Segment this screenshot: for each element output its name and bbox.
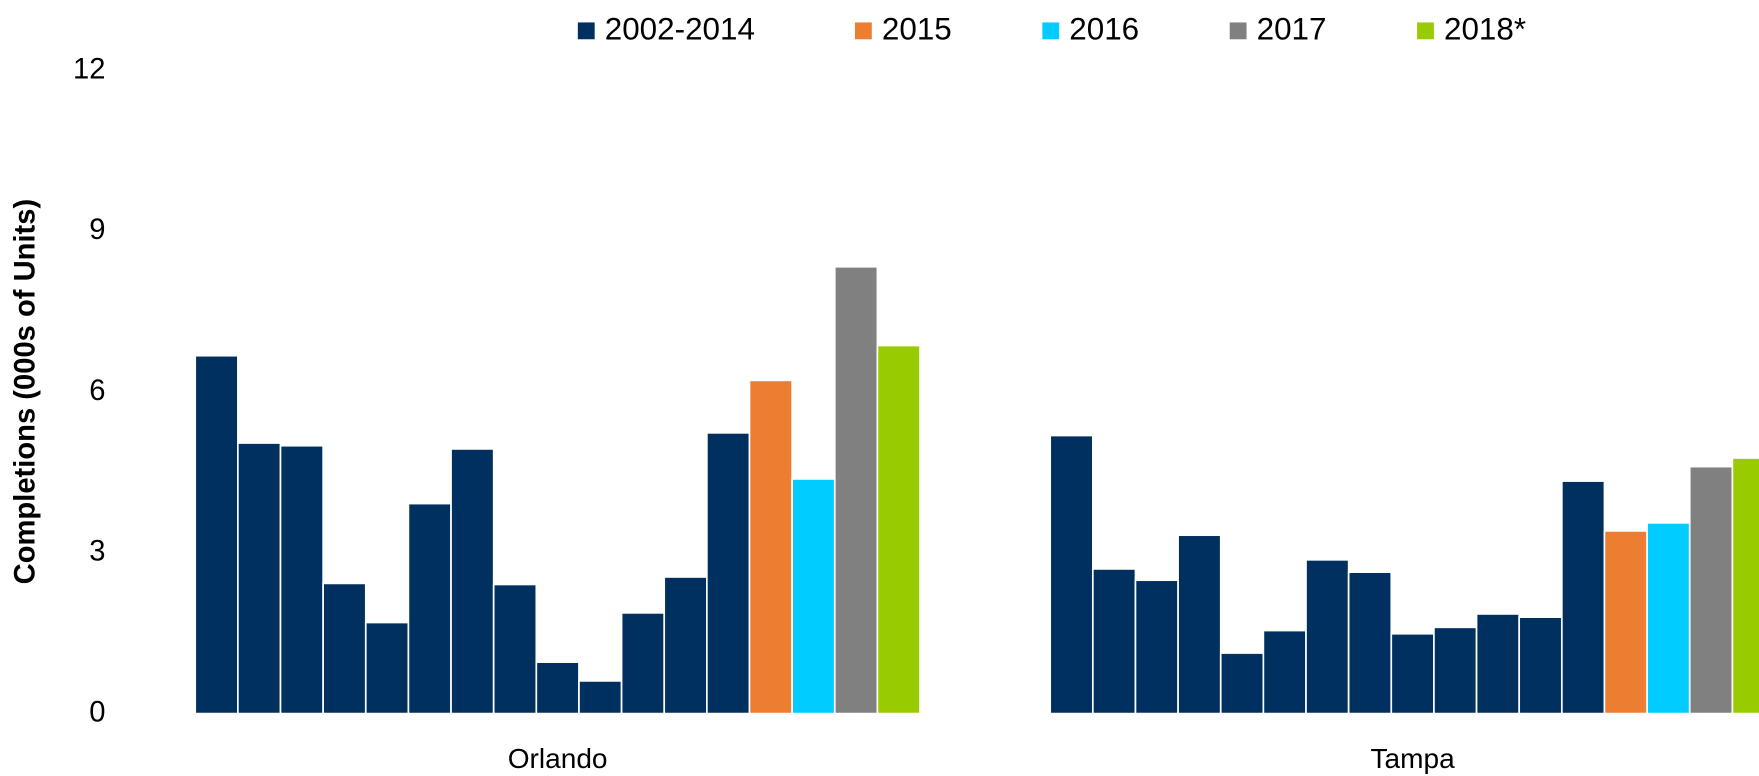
legend-swatch [854,22,872,40]
bar [322,582,367,715]
bar [364,621,410,715]
bar [194,354,239,715]
legend-swatch [1229,22,1247,40]
bar [1177,534,1222,715]
bar [1475,613,1521,715]
bar [1091,568,1137,715]
bar [833,265,879,715]
bar [1305,558,1350,715]
plot: Completions (000s of Units) 0 3 6 9 12 2002-2… [10,12,1759,774]
y-axis-label: Completions (000s of Units) [10,199,42,585]
bar [1219,652,1265,715]
bar [407,502,452,715]
legend-label: 2017 [1257,12,1327,47]
bar [1347,571,1393,715]
bar [1049,434,1094,715]
bar [1646,522,1691,715]
legend-label: 2015 [882,12,952,47]
y-tick-label: 9 [89,214,105,246]
bar [237,442,282,715]
legend-swatch [1042,22,1060,40]
bar [1262,629,1307,715]
bar [578,680,623,715]
y-tick-label: 0 [89,696,105,728]
bar [663,576,708,715]
bar [450,448,495,715]
y-tick-label: 6 [89,375,105,407]
bar [748,379,793,715]
bar [492,583,538,715]
bar [1560,480,1606,715]
legend-label: 2002-2014 [605,12,755,47]
y-tick-label: 3 [89,536,105,568]
x-tick-label: Tampa [1371,743,1456,774]
x-tick-label: Orlando [508,743,608,774]
bar [620,612,666,715]
bar [535,661,580,715]
bar [1731,457,1759,715]
legend-swatch [577,22,595,40]
legend-label: 2018* [1444,12,1526,47]
bar [1518,616,1563,715]
legend-label: 2016 [1069,12,1139,47]
bar [1134,579,1179,715]
bar [876,344,921,715]
bar [791,478,836,715]
legend-swatch [1417,22,1434,40]
bar [1433,626,1478,715]
bar [1688,465,1734,715]
bar [1603,530,1648,715]
bar [706,432,751,715]
y-tick-label: 12 [73,53,105,85]
bar [279,444,324,715]
bar [1390,632,1435,715]
